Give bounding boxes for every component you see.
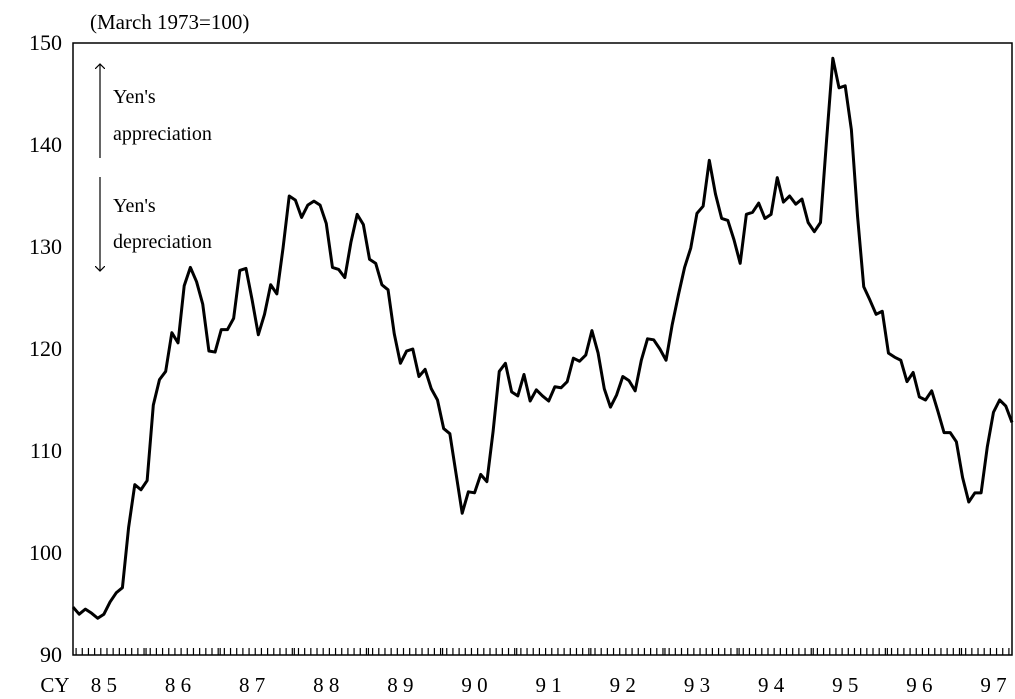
subtitle: (March 1973=100): [90, 10, 249, 34]
x-tick-label: 9 6: [906, 673, 932, 697]
annotation: depreciation: [113, 231, 212, 253]
y-tick-label: 120: [29, 336, 62, 361]
x-tick-label: 8 5: [91, 673, 117, 697]
plot-frame: [72, 42, 1013, 656]
x-tick-label: 8 6: [165, 673, 191, 697]
x-tick-label: 9 3: [684, 673, 710, 697]
y-tick-label: 130: [29, 234, 62, 259]
x-tick-label: 9 1: [536, 673, 562, 697]
x-tick-label: 8 9: [387, 673, 413, 697]
y-tick-label: 140: [29, 132, 62, 157]
x-tick-label: 9 7: [980, 673, 1006, 697]
x-tick-label: 8 7: [239, 673, 265, 697]
y-tick-label: 150: [29, 30, 62, 55]
y-tick-label: 90: [40, 642, 62, 667]
x-tick-label: 9 5: [832, 673, 858, 697]
x-tick-label: 8 8: [313, 673, 339, 697]
x-tick-label: 9 2: [610, 673, 636, 697]
series-line: [71, 56, 1014, 620]
annotation: Yen's: [113, 86, 156, 108]
y-tick-label: 110: [30, 438, 62, 463]
x-tick-label: 9 4: [758, 673, 785, 697]
annotation: appreciation: [113, 123, 212, 145]
y-tick-label: 100: [29, 540, 62, 565]
x-axis-label: CY: [40, 673, 69, 697]
x-tick-label: 9 0: [461, 673, 487, 697]
annotation: Yen's: [113, 195, 156, 217]
